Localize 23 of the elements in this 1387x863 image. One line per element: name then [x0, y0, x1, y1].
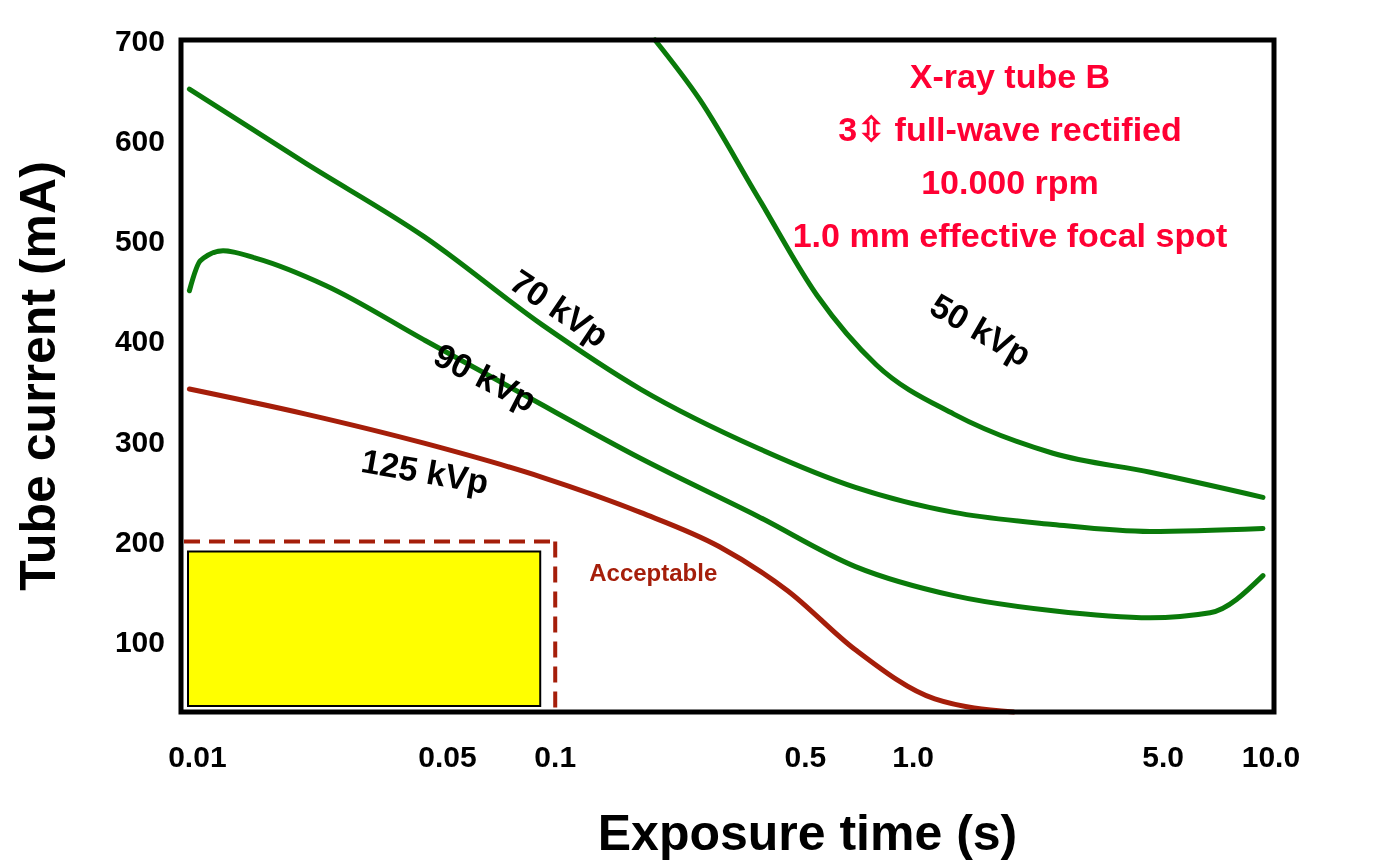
annotation: Acceptable	[589, 559, 718, 587]
annotation: 10.000 rpm	[921, 163, 1099, 201]
y-tick-label: 600	[114, 123, 165, 157]
text: 50 kVp	[924, 285, 1038, 374]
x-axis-title: Exposure time (s)	[597, 805, 1018, 861]
text: 125 kVp	[358, 441, 492, 502]
x-tick-label: 0.05	[418, 740, 477, 773]
x-tick-label: 0.1	[534, 740, 577, 773]
y-tick-label: 400	[114, 324, 165, 358]
y-tick-label: 700	[114, 23, 165, 57]
y-tick-label: 500	[114, 224, 165, 258]
annotation: X-ray tube B	[909, 57, 1111, 95]
y-tick-label: 300	[114, 424, 165, 458]
annotation: 3⇳ full-wave rectified	[838, 110, 1182, 148]
x-tick-label: 0.5	[784, 740, 827, 773]
x-tick-label: 1.0	[892, 740, 934, 773]
annotation: 1.0 mm effective focal spot	[792, 216, 1228, 254]
y-tick-label: 200	[114, 524, 165, 558]
x-tick-label: 10.0	[1241, 740, 1301, 773]
y-axis-title: Tube current (mA)	[10, 161, 66, 591]
x-tick-label: 5.0	[1142, 740, 1185, 773]
x-tick-label: 0.01	[168, 740, 227, 773]
y-tick-label: 100	[114, 625, 165, 659]
